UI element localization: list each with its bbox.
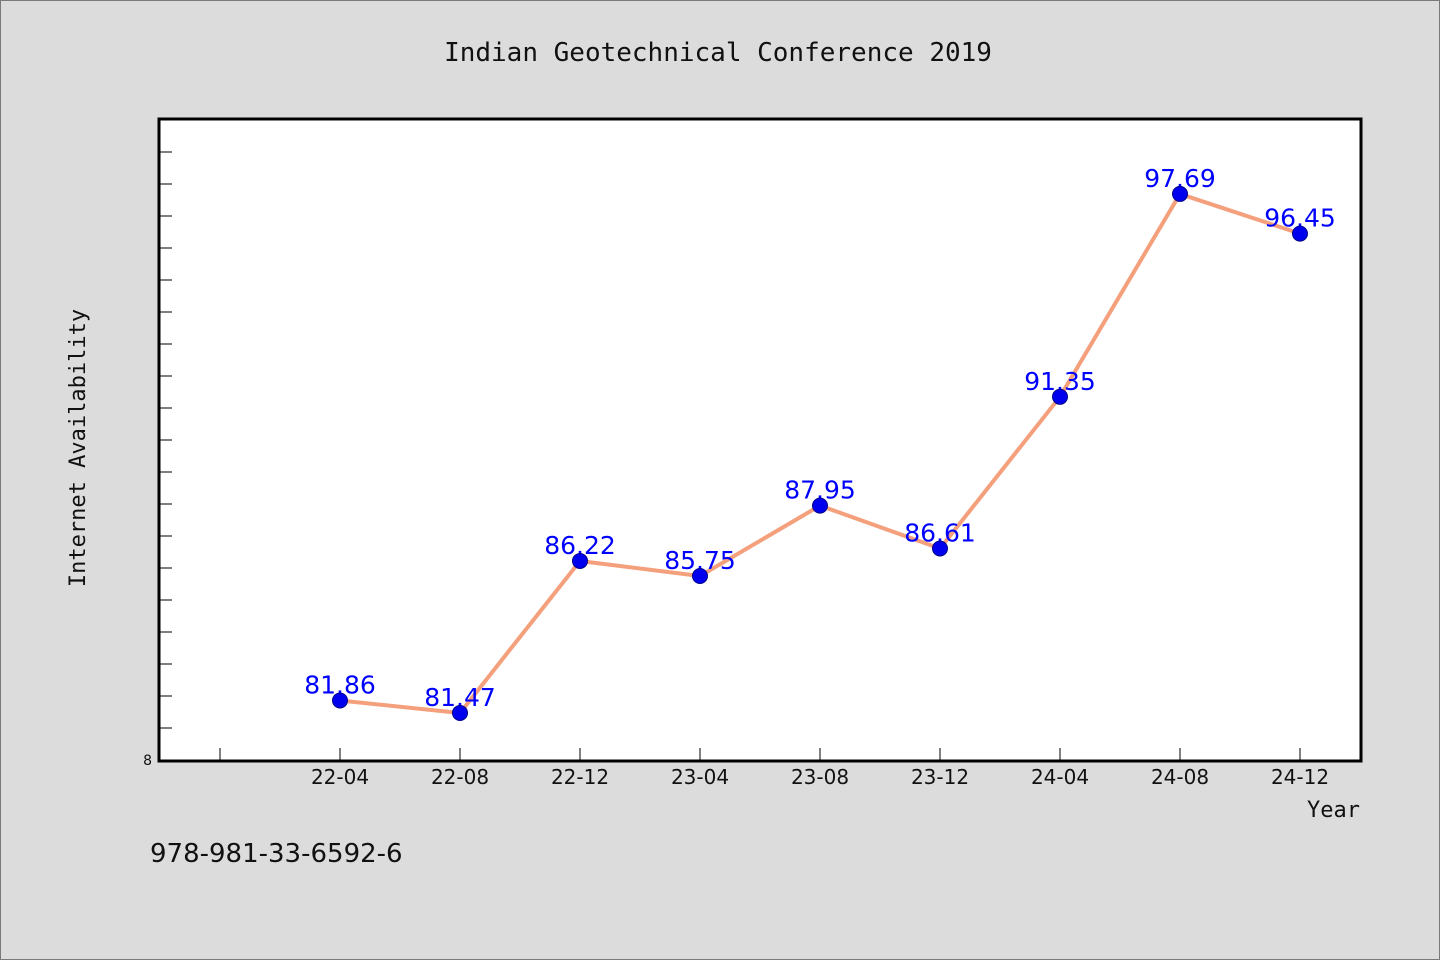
data-point — [452, 704, 468, 721]
data-point — [1052, 388, 1068, 405]
x-axis-ticks: 22-04 22-08 22-12 23-04 23-08 23-12 24-04 24-08… — [219, 748, 1329, 789]
x-tick-label: 24-04 — [1031, 765, 1089, 789]
data-point — [332, 692, 348, 709]
x-tick-label: 23-12 — [911, 765, 969, 789]
chart-title: Indian Geotechnical Conference 2019 — [444, 38, 992, 68]
data-point — [572, 552, 588, 569]
x-axis-label: Year — [1307, 798, 1360, 823]
data-point — [1292, 225, 1308, 242]
x-tick-label: 23-04 — [671, 765, 729, 789]
x-tick-label: 22-12 — [551, 765, 609, 789]
data-point — [812, 497, 828, 514]
isbn-footer: 978-981-33-6592-6 — [150, 839, 403, 869]
plot-area — [157, 117, 1363, 763]
data-point — [692, 568, 708, 584]
y-axis-min-label: 8 — [143, 753, 152, 769]
data-point — [1172, 185, 1188, 202]
x-tick-label: 22-08 — [431, 765, 489, 789]
x-tick-label: 24-12 — [1271, 765, 1329, 789]
data-point — [932, 540, 948, 557]
x-tick-label: 23-08 — [791, 765, 849, 789]
x-tick-label: 24-08 — [1151, 765, 1209, 789]
x-tick-label: 22-04 — [311, 765, 369, 789]
y-axis-ticks — [160, 151, 172, 729]
data-markers — [332, 185, 1308, 721]
y-axis-label: Internet Availability — [66, 309, 91, 587]
